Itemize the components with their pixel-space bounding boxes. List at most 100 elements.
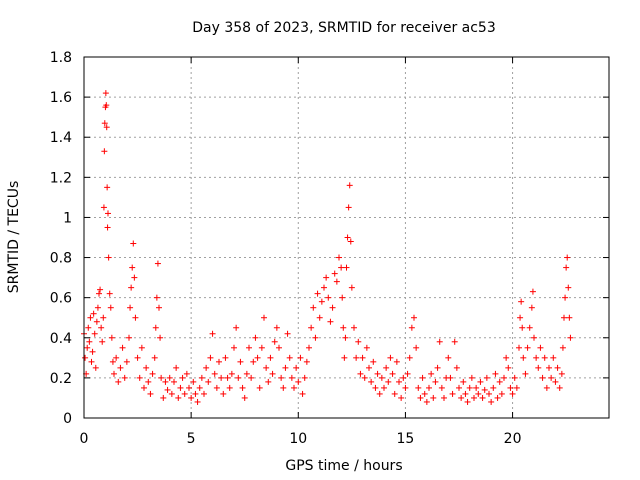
data-point — [391, 390, 398, 397]
data-point — [552, 378, 559, 385]
axis-ticks — [83, 56, 609, 419]
data-point — [321, 284, 327, 291]
data-point — [494, 394, 501, 401]
y-tick-label: 1.6 — [50, 90, 72, 106]
data-point — [104, 224, 111, 231]
data-point — [434, 364, 441, 371]
data-point — [428, 370, 435, 377]
y-tick-label: 0.2 — [50, 371, 72, 387]
x-tick-label: 5 — [187, 431, 196, 447]
data-point — [517, 314, 524, 321]
data-point — [254, 354, 261, 361]
data-point — [528, 304, 535, 311]
data-point — [192, 390, 199, 397]
data-point — [299, 390, 306, 397]
data-point — [166, 374, 173, 381]
data-point — [526, 324, 533, 331]
data-point — [107, 304, 114, 311]
data-point — [115, 378, 122, 385]
data-point — [460, 378, 467, 385]
data-point — [486, 390, 492, 397]
data-point — [104, 184, 111, 191]
data-point — [481, 386, 488, 393]
data-point — [89, 348, 96, 355]
data-point — [85, 324, 92, 331]
data-point — [269, 370, 276, 377]
data-point — [121, 374, 128, 381]
data-point — [130, 240, 137, 247]
data-point — [201, 390, 207, 397]
data-point — [207, 354, 214, 361]
data-point — [250, 358, 257, 365]
data-point — [329, 304, 336, 311]
data-point — [376, 390, 383, 397]
data-point — [314, 290, 321, 297]
data-point — [241, 394, 248, 401]
data-point — [415, 384, 422, 391]
data-point — [419, 374, 426, 381]
data-point — [149, 370, 156, 377]
data-point — [511, 374, 518, 381]
data-point — [84, 344, 91, 351]
data-point — [109, 358, 116, 365]
x-tick-label: 0 — [80, 431, 89, 447]
data-point — [113, 354, 120, 361]
data-point — [351, 324, 357, 331]
data-point — [310, 304, 317, 311]
data-point — [421, 390, 428, 397]
y-tick-label: 1 — [63, 210, 72, 226]
data-point — [396, 378, 402, 385]
data-point — [567, 334, 574, 341]
data-point — [432, 378, 439, 385]
data-point — [406, 354, 413, 361]
data-point — [220, 390, 227, 397]
data-point — [87, 314, 94, 321]
data-point — [451, 338, 458, 345]
data-point — [91, 330, 98, 337]
data-point — [361, 374, 368, 381]
data-point — [246, 344, 252, 351]
data-point — [186, 384, 192, 391]
data-point — [209, 330, 216, 337]
data-point — [426, 384, 432, 391]
data-point — [181, 390, 188, 397]
data-point — [562, 294, 569, 301]
data-point — [531, 334, 537, 341]
y-tick-label: 1.4 — [50, 130, 72, 146]
data-point — [293, 364, 300, 371]
data-point — [117, 364, 124, 371]
data-point — [347, 238, 354, 245]
data-point — [203, 364, 210, 371]
data-point — [400, 374, 407, 381]
data-point — [566, 314, 573, 321]
data-point — [462, 390, 469, 397]
data-point — [228, 370, 235, 377]
data-point — [198, 374, 205, 381]
data-point — [565, 284, 572, 291]
data-point — [105, 254, 112, 261]
data-point — [88, 358, 95, 365]
data-point — [345, 204, 352, 211]
data-point — [233, 324, 240, 331]
data-point — [136, 374, 143, 381]
data-point — [301, 374, 308, 381]
data-point — [471, 394, 477, 401]
data-point — [196, 384, 203, 391]
data-point — [336, 254, 342, 261]
data-point — [103, 102, 110, 109]
data-point — [153, 294, 160, 301]
data-point — [211, 370, 218, 377]
data-point — [438, 384, 445, 391]
x-axis-title: GPS time / hours — [285, 458, 402, 474]
data-point — [99, 338, 106, 345]
data-point — [423, 398, 430, 405]
data-point — [101, 148, 108, 155]
data-point — [168, 390, 175, 397]
data-point — [344, 234, 351, 241]
data-point — [175, 394, 182, 401]
data-point — [548, 374, 555, 381]
data-point — [404, 370, 411, 377]
data-point — [564, 254, 571, 261]
data-point — [383, 364, 390, 371]
data-point — [341, 354, 348, 361]
